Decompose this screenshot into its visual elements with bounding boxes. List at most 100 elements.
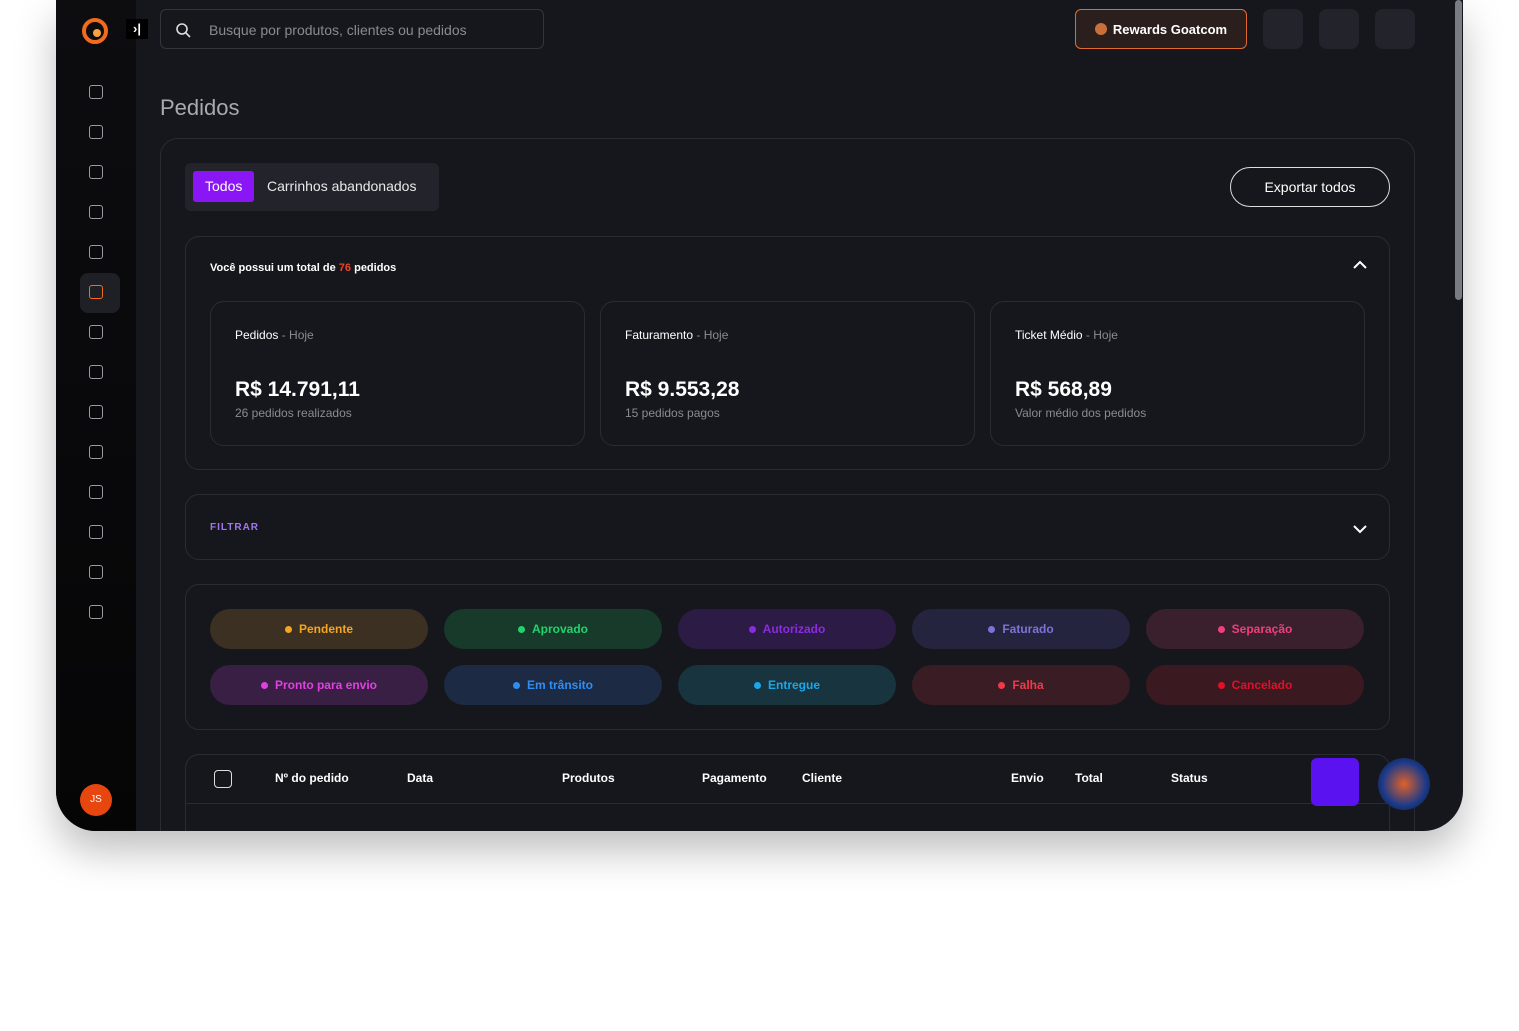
status-panel: Pendente Aprovado Autorizado Faturado Separa… [185,584,1390,730]
status-pill[interactable]: Pendente [210,609,428,649]
status-label: Separação [1231,622,1293,636]
sidebar: ›| JS [56,0,148,831]
export-button[interactable]: Exportar todos [1230,167,1390,207]
status-pill[interactable]: Separação [1146,609,1364,649]
nav-icon[interactable] [89,205,103,219]
status-dot [260,681,268,689]
status-pill[interactable]: Autorizado [678,609,896,649]
card-title: Pedidos [235,328,279,342]
status-pill[interactable]: Faturado [912,609,1130,649]
status-label: Entregue [767,678,820,692]
status-pill[interactable]: Cancelado [1146,665,1364,705]
status-label: Autorizado [762,622,826,636]
nav-icon[interactable] [89,565,103,579]
expand-chevron [1353,525,1367,534]
nav-icon[interactable] [89,165,103,179]
status-dot [1217,625,1225,633]
page-title: Pedidos [160,95,240,120]
column-header: Nº do pedido [275,771,349,785]
filter-label: FILTRAR [210,522,260,533]
nav-icon[interactable] [89,325,103,339]
search-placeholder: Busque por produtos, clientes ou pedidos [209,22,467,38]
column-header: Pagamento [702,771,767,785]
status-pill[interactable]: Entregue [678,665,896,705]
card-note: Valor médio dos pedidos [1015,406,1147,420]
table-divider [186,803,1389,804]
status-label: Faturado [1002,622,1054,636]
nav-active-bg [80,273,120,313]
status-pill[interactable]: Pronto para envio [210,665,428,705]
app-frame: ›| JS Busque por produtos, clientes ou p… [56,0,1463,831]
card-title: Faturamento [625,328,694,342]
card-note: 15 pedidos pagos [625,406,720,420]
stat-card: Pedidos - Hoje R$ 14.791,11 26 pedidos rea… [210,301,585,446]
status-label: Falha [1012,678,1044,692]
card-heading: Pedidos - Hoje [235,328,314,342]
rocket-button[interactable] [1311,758,1359,806]
card-value: R$ 14.791,11 [235,378,360,401]
logo [82,18,108,44]
status-pill[interactable]: Falha [912,665,1130,705]
notifications-button[interactable] [1375,9,1415,49]
column-header: Status [1171,771,1208,785]
summary-prefix: Você possui um total de [210,262,336,274]
select-all-checkbox[interactable] [214,770,232,788]
nav-icon[interactable] [89,85,103,99]
collapse-chevron[interactable] [1352,259,1368,271]
card-heading: Faturamento - Hoje [625,328,728,342]
fullscreen-button[interactable] [1263,9,1303,49]
status-dot [1217,681,1225,689]
status-dot [512,681,520,689]
status-pill[interactable]: Aprovado [444,609,662,649]
assistant-avatar[interactable] [1378,758,1430,810]
status-dot [753,681,761,689]
tab-active[interactable]: Todos [193,171,255,202]
filter-panel[interactable]: FILTRAR [185,494,1390,560]
column-header: Envio [1011,771,1044,785]
status-label: Em trânsito [526,678,593,692]
nav-icon[interactable] [89,285,103,299]
summary-panel: Você possui um total de 76 pedidos Pedid… [185,236,1390,470]
nav-icon[interactable] [89,485,103,499]
nav-icon[interactable] [89,245,103,259]
status-dot [748,625,756,633]
status-label: Aprovado [531,622,588,636]
card-heading: Ticket Médio - Hoje [1015,328,1118,342]
nav-icon[interactable] [89,405,103,419]
nav-icon[interactable] [89,525,103,539]
status-dot [517,625,525,633]
orders-table: Nº do pedido Data Produtos Pagamento Cliente… [185,754,1390,831]
theme-button[interactable] [1319,9,1359,49]
column-header: Total [1075,771,1103,785]
stat-card: Faturamento - Hoje R$ 9.553,28 15 pedidos … [600,301,975,446]
collapse-toggle[interactable]: ›| [126,19,148,39]
card-period: - Hoje [281,328,314,342]
nav-icon[interactable] [89,605,103,619]
column-header: Cliente [802,771,843,785]
card-period: - Hoje [1085,328,1118,342]
card-period: - Hoje [696,328,729,342]
column-header: Data [407,771,434,785]
status-label: Cancelado [1231,678,1293,692]
nav-icon[interactable] [89,365,103,379]
status-pill[interactable]: Em trânsito [444,665,662,705]
column-header: Produtos [562,771,615,785]
status-dot [998,681,1006,689]
stat-card: Ticket Médio - Hoje R$ 568,89 Valor médio … [990,301,1365,446]
status-label: Pendente [298,622,353,636]
card-value: R$ 9.553,28 [625,378,740,401]
status-dot [284,625,292,633]
rewards-button[interactable]: Rewards Goatcom [1075,9,1247,49]
nav-icon[interactable] [89,125,103,139]
rewards-label: Rewards Goatcom [1112,21,1228,37]
rewards-icon [1094,23,1107,35]
tab[interactable]: Carrinhos abandonados [267,178,417,194]
tabs: Todos Carrinhos abandonados [185,163,439,211]
search-bar[interactable]: Busque por produtos, clientes ou pedidos [160,9,544,49]
card-note: 26 pedidos realizados [235,406,352,420]
nav-icon[interactable] [89,445,103,459]
user-avatar[interactable]: JS [80,784,112,816]
summary-count: 76 [338,262,352,274]
summary-suffix: pedidos [354,262,397,274]
card-title: Ticket Médio [1015,328,1083,342]
